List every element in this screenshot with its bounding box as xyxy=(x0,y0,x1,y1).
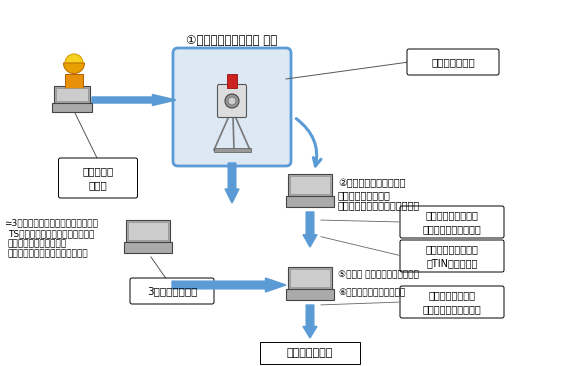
FancyArrow shape xyxy=(225,163,239,203)
Text: 利用・変抛しても良い。: 利用・変抛しても良い。 xyxy=(8,239,67,248)
Bar xyxy=(286,196,334,207)
FancyArrow shape xyxy=(92,94,176,105)
Text: ⑥出来高算出ソフトウェア: ⑥出来高算出ソフトウェア xyxy=(338,288,405,298)
Bar xyxy=(124,242,172,253)
Text: 基準点座標
データ: 基準点座標 データ xyxy=(83,166,114,190)
FancyArrow shape xyxy=(303,212,317,247)
FancyBboxPatch shape xyxy=(173,48,291,166)
Text: ≃3次元設計データ作成ソフトウェア: ≃3次元設計データ作成ソフトウェア xyxy=(4,218,98,227)
FancyBboxPatch shape xyxy=(130,278,214,304)
Text: 計測点群データ: 計測点群データ xyxy=(431,57,475,67)
FancyBboxPatch shape xyxy=(400,240,504,272)
Text: 出来形管理資料: 出来形管理資料 xyxy=(287,348,333,358)
Bar xyxy=(290,176,330,194)
Bar xyxy=(54,86,90,103)
Text: ・点群データの合成: ・点群データの合成 xyxy=(338,190,391,200)
FancyArrow shape xyxy=(172,278,286,292)
Bar xyxy=(288,267,332,289)
Bar xyxy=(52,103,92,112)
Text: TS出来形管理用の基本設計データ: TS出来形管理用の基本設計データ xyxy=(8,229,95,238)
Bar xyxy=(214,148,251,152)
Text: ②点群処理ソフトウェア: ②点群処理ソフトウェア xyxy=(338,178,405,188)
Circle shape xyxy=(228,97,236,105)
FancyBboxPatch shape xyxy=(400,206,504,238)
FancyBboxPatch shape xyxy=(58,158,138,198)
Bar xyxy=(56,88,88,101)
Text: 曲線部などの補完に留意すること: 曲線部などの補完に留意すること xyxy=(8,249,89,258)
FancyArrow shape xyxy=(303,305,317,338)
Text: 3次元設計データ: 3次元設計データ xyxy=(147,286,197,296)
Bar xyxy=(290,269,330,287)
FancyBboxPatch shape xyxy=(400,286,504,318)
Bar xyxy=(260,342,360,364)
Text: 出来形管理データ
（設計と出来形の差）: 出来形管理データ （設計と出来形の差） xyxy=(423,290,481,314)
Circle shape xyxy=(65,54,83,72)
Text: ・点群データのフィルタリング: ・点群データのフィルタリング xyxy=(338,200,420,210)
FancyBboxPatch shape xyxy=(407,49,499,75)
Text: 出来形評価用データ
（ポイントファイル）: 出来形評価用データ （ポイントファイル） xyxy=(423,210,481,234)
Bar xyxy=(288,174,332,196)
Text: ⑤出来形 帳票作成ソフトウェア: ⑤出来形 帳票作成ソフトウェア xyxy=(338,270,419,280)
Circle shape xyxy=(225,94,239,108)
Bar xyxy=(128,222,168,240)
FancyBboxPatch shape xyxy=(217,85,247,117)
Bar xyxy=(126,220,170,242)
Wedge shape xyxy=(63,63,84,74)
Text: ①レーザースキャナー 本体: ①レーザースキャナー 本体 xyxy=(186,34,278,47)
Bar xyxy=(286,289,334,300)
Text: 出来形計測データ等
（TINファイル）: 出来形計測データ等 （TINファイル） xyxy=(426,244,478,268)
Bar xyxy=(65,74,83,92)
Bar xyxy=(227,74,237,88)
